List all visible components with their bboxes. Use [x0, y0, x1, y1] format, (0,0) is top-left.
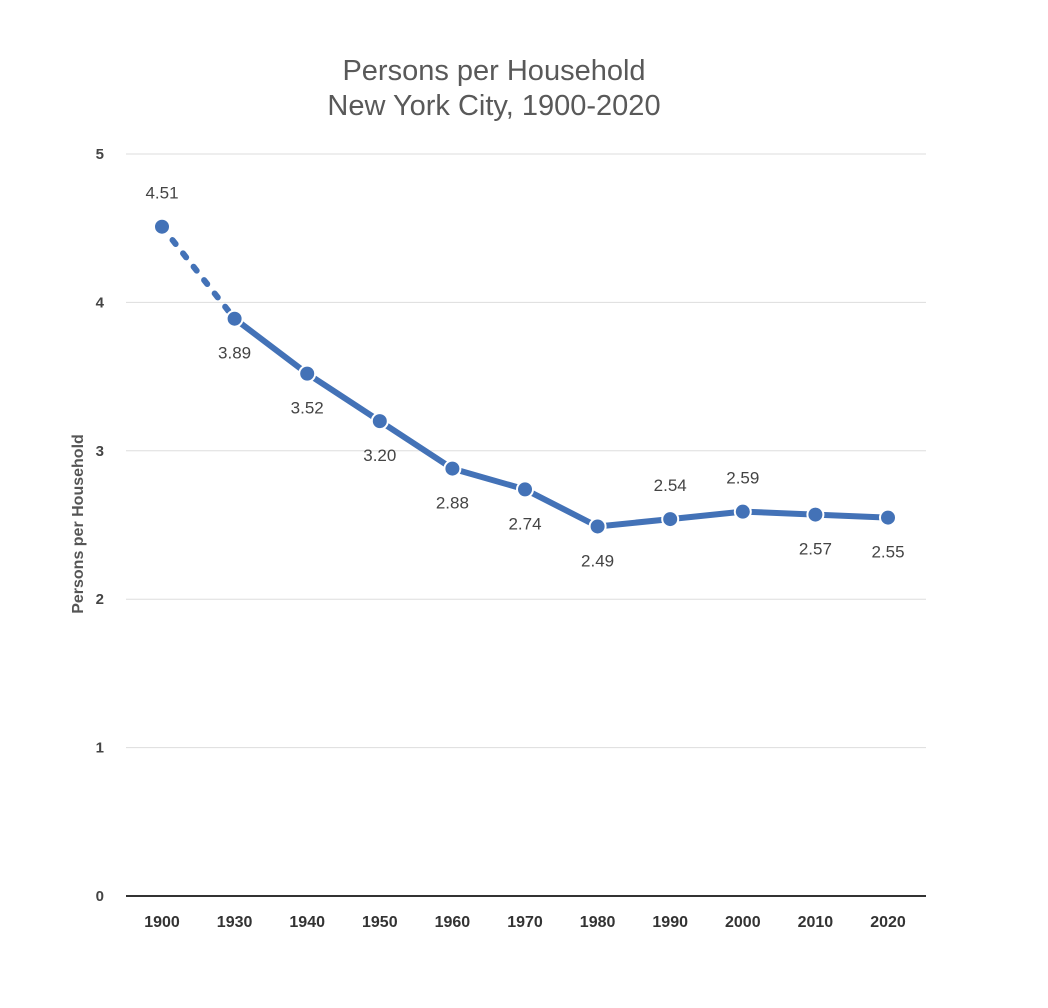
series-polyline: [231, 315, 891, 530]
data-point-1970: [516, 480, 534, 499]
data-label-2000: 2.59: [726, 469, 759, 488]
dashed-segment: [159, 223, 238, 322]
data-point-1940: [298, 364, 317, 383]
data-point-1960: [443, 459, 462, 478]
x-tick-label: 1900: [144, 914, 180, 931]
data-points: [153, 217, 897, 536]
x-tick-label: 2020: [870, 914, 906, 931]
data-label-1930: 3.89: [218, 344, 251, 363]
y-tick-label: 1: [96, 740, 104, 757]
chart-title: Persons per Household: [342, 55, 645, 87]
data-point-2020: [879, 508, 897, 527]
gridlines: [126, 153, 926, 897]
data-label-1940: 3.52: [291, 399, 324, 418]
data-label-1980: 2.49: [581, 551, 614, 570]
x-tick-label: 1930: [217, 914, 253, 931]
chart-subtitle: New York City, 1900-2020: [327, 90, 660, 122]
data-label-2020: 2.55: [871, 543, 904, 562]
y-axis-ticks: 0 1 2 3 4 5: [96, 146, 105, 905]
x-tick-label: 1940: [289, 914, 325, 931]
x-tick-label: 1980: [580, 914, 616, 931]
x-tick-label: 1970: [507, 914, 543, 931]
x-tick-label: 1990: [652, 914, 688, 931]
data-point-1980: [588, 517, 607, 536]
data-point-2000: [733, 502, 752, 521]
data-point-1900: [153, 217, 171, 236]
data-point-1950: [370, 412, 389, 431]
y-tick-label: 0: [96, 888, 104, 905]
x-tick-label: 1960: [435, 914, 471, 931]
data-point-2010: [806, 505, 825, 524]
x-tick-label: 2010: [798, 914, 834, 931]
x-axis-ticks: 1900 1930 1940 1950 1960 1970 1980 1990 2000 2010…: [144, 914, 906, 931]
y-tick-label: 4: [96, 294, 105, 311]
data-point-1990: [661, 510, 680, 529]
y-tick-label: 5: [96, 146, 104, 163]
data-label-2010: 2.57: [799, 540, 832, 559]
data-label-1970: 2.74: [508, 514, 541, 533]
data-labels: 4.51 3.89 3.52 3.20 2.88 2.74 2.49 2.54 2.59 2.57…: [145, 184, 904, 571]
data-point-1930: [225, 309, 244, 328]
y-axis-title: Persons per Household: [70, 434, 87, 614]
data-label-1900: 4.51: [145, 184, 178, 203]
data-label-1960: 2.88: [436, 494, 469, 513]
data-label-1990: 2.54: [654, 476, 687, 495]
y-tick-label: 2: [96, 591, 104, 608]
series-line: [159, 223, 891, 530]
x-tick-label: 1950: [362, 914, 398, 931]
x-tick-label: 2000: [725, 914, 761, 931]
data-label-1950: 3.20: [363, 446, 396, 465]
y-tick-label: 3: [96, 443, 104, 460]
